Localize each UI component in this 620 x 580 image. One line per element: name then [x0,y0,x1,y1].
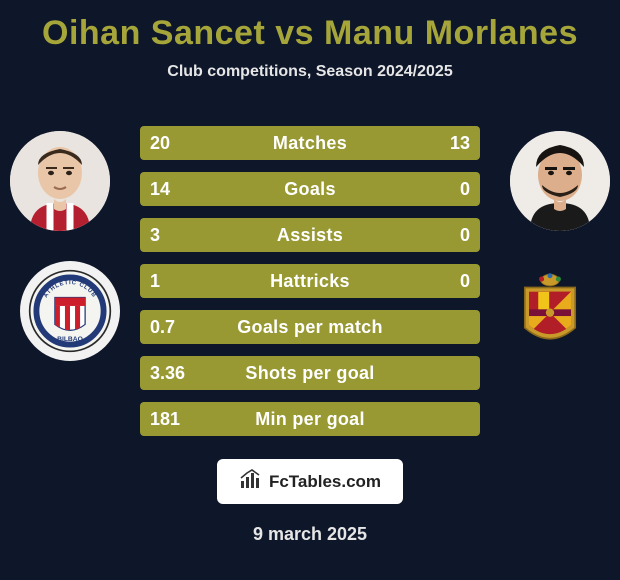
stat-value-right: 0 [450,172,480,206]
title-vs: vs [275,14,314,52]
svg-text:BILBAO: BILBAO [57,336,83,343]
stat-value-left: 14 [140,172,180,206]
brand-chart-icon [239,467,263,496]
stat-value-left: 0.7 [140,310,185,344]
stat-value-right: 13 [440,126,480,160]
title-player-b: Manu Morlanes [324,14,578,52]
title-player-a: Oihan Sancet [42,14,265,52]
stat-value-left: 181 [140,402,190,436]
stat-value-left: 3 [140,218,170,252]
club-a-crest: ATHLETIC CLUB BILBAO [20,261,120,361]
stat-row: Goals14 0 [140,172,480,206]
stat-row: Goals per match0.7 [140,310,480,344]
stat-label: Hattricks [140,264,480,298]
subtitle: Club competitions, Season 2024/2025 [167,63,452,81]
stat-value-left: 20 [140,126,180,160]
page-title: Oihan Sancet vs Manu Morlanes [42,14,578,53]
stat-value-left: 3.36 [140,356,195,390]
club-b-crest [500,261,600,361]
stat-row: Shots per goal3.36 [140,356,480,390]
stat-row: Hattricks1 0 [140,264,480,298]
stat-label: Min per goal [140,402,480,436]
stat-value-right [460,310,480,344]
brand-text: FcTables.com [269,472,381,492]
stat-label: Goals per match [140,310,480,344]
stats-zone: ATHLETIC CLUB BILBAO [0,111,620,441]
stat-label: Matches [140,126,480,160]
stat-value-right: 0 [450,218,480,252]
player-a-avatar [10,131,110,231]
stat-value-left: 1 [140,264,170,298]
date-text: 9 march 2025 [253,524,367,545]
stat-value-right [460,402,480,436]
stat-value-right: 0 [450,264,480,298]
stat-value-right [460,356,480,390]
brand-box: FcTables.com [217,459,403,504]
stat-label: Assists [140,218,480,252]
stat-label: Goals [140,172,480,206]
stat-bars: Matches2013Goals140Assists30Hattricks10G… [140,126,480,436]
stat-row: Matches20 13 [140,126,480,160]
stat-row: Min per goal181 [140,402,480,436]
stat-row: Assists3 0 [140,218,480,252]
player-b-avatar [510,131,610,231]
